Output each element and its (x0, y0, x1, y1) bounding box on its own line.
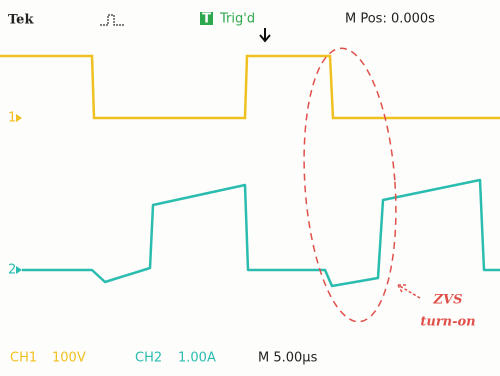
brand: Tek (8, 13, 34, 28)
ch1-scale: 100V (52, 351, 86, 366)
trigger-status: Trig'd (219, 12, 255, 27)
annotation-line2: turn-on (420, 315, 475, 330)
timebase: M 5.00μs (258, 351, 318, 366)
ch1-label: CH1 (10, 351, 37, 366)
scope-screen: Tek T Trig'd M Pos: 0.000s 1 2 ZVS turn-… (0, 0, 500, 376)
ch2-marker: 2 (8, 263, 16, 278)
ch2-scale: 1.00A (178, 351, 216, 366)
trigger-icon: T (202, 12, 211, 27)
annotation-line1: ZVS (433, 293, 463, 308)
position: M Pos: 0.000s (345, 12, 435, 27)
ch1-marker: 1 (8, 111, 16, 126)
ch2-label: CH2 (135, 351, 162, 366)
